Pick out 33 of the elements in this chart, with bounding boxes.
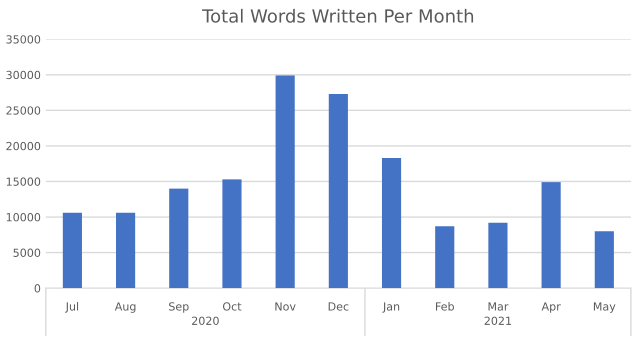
x-tick-label: Feb [436, 302, 454, 311]
bar [276, 75, 295, 288]
y-tick-label: 20000 [6, 142, 40, 150]
y-tick-label: 0 [34, 284, 40, 293]
y-tick-label: 10000 [6, 212, 40, 222]
x-tick-label: Sep [169, 302, 189, 313]
x-tick-label: Mar [488, 302, 508, 311]
y-tick-label: 15000 [6, 177, 40, 186]
x-tick-label: Oct [222, 302, 242, 311]
chart-title: Total Words Written Per Month [202, 8, 474, 23]
bar [328, 94, 348, 288]
x-tick-label: Jul [65, 302, 78, 313]
bar [62, 212, 82, 288]
bar [594, 231, 614, 288]
x-tick-label: Jan [382, 302, 400, 313]
x-tick-label: Apr [542, 302, 561, 313]
y-tick-label: 5000 [14, 248, 40, 257]
x-tick-label: Nov [275, 302, 296, 311]
x-tick-label: Dec [328, 302, 348, 311]
x-tick-label: May [594, 302, 616, 313]
bar [116, 212, 136, 288]
y-tick-label: 35000 [6, 35, 40, 44]
bar [382, 158, 402, 288]
bar [435, 226, 454, 288]
y-tick-label: 25000 [6, 106, 40, 115]
text: 2020 [192, 316, 219, 325]
text: 2021 [484, 316, 512, 325]
bar [222, 179, 242, 288]
x-tick-label: Aug [114, 302, 136, 313]
bar [169, 188, 188, 288]
bar [488, 222, 508, 288]
y-tick-label: 30000 [6, 70, 40, 80]
bar [542, 182, 561, 288]
